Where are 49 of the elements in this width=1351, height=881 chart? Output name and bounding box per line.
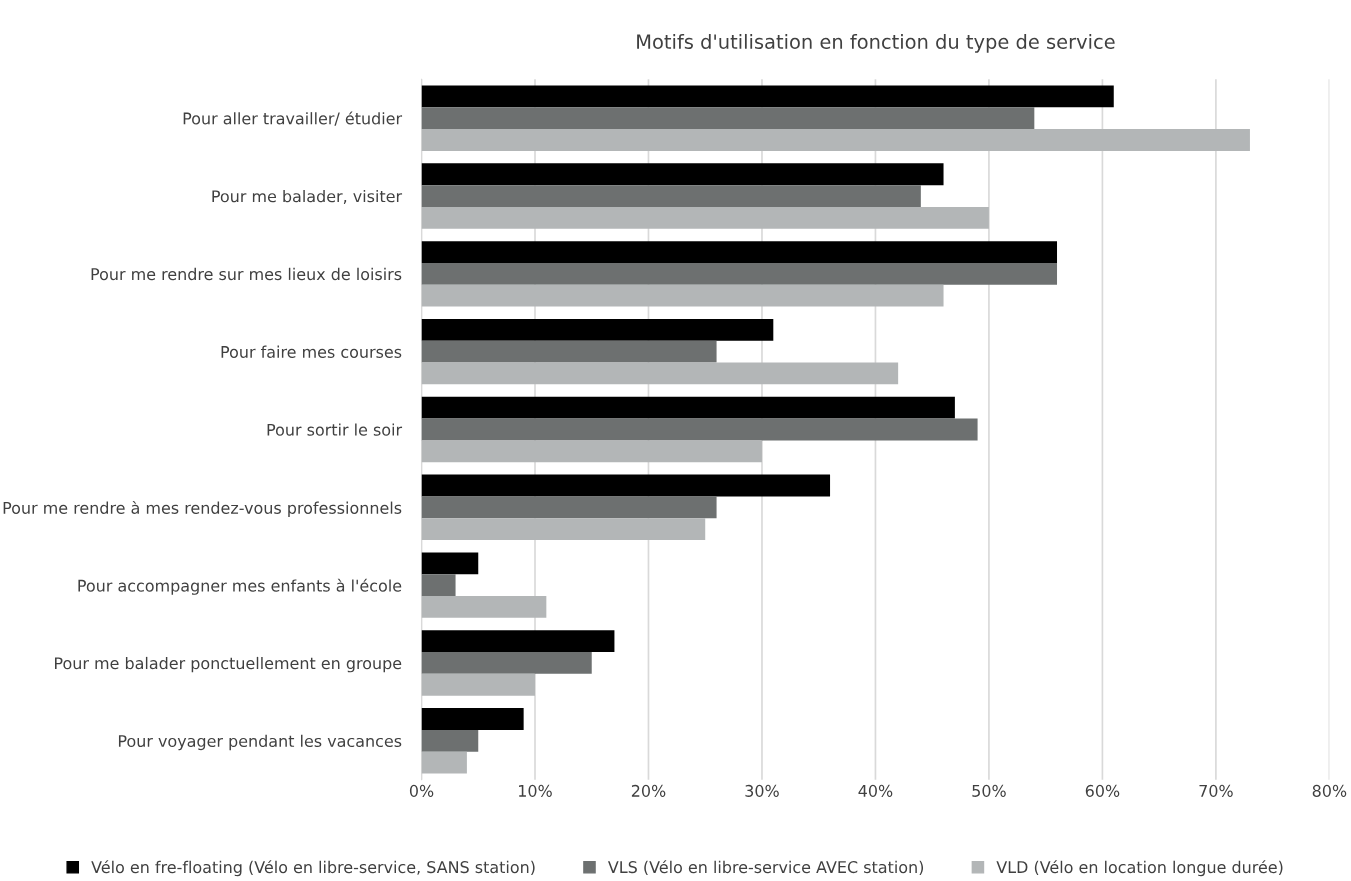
y-tick-label: Pour voyager pendant les vacances	[118, 734, 402, 751]
bar	[421, 630, 615, 653]
bar	[421, 163, 944, 186]
bar	[421, 496, 717, 519]
bar	[421, 340, 717, 363]
y-tick-label: Pour faire mes courses	[221, 345, 402, 358]
x-tick-label: 50%	[972, 784, 1006, 797]
x-tick-label: 60%	[1085, 784, 1120, 797]
legend-label: VLS (Vélo en libre-service AVEC station)	[607, 860, 924, 876]
x-tick-label: 80%	[1312, 784, 1347, 797]
x-tick-label: 70%	[1199, 784, 1233, 797]
y-tick-label: Pour me rendre à mes rendez-vous professionnels	[3, 500, 402, 518]
y-tick-label: Pour sortir le soir	[267, 423, 403, 436]
legend-label: Vélo en fre-floating (Vélo en libre-service, SANS station)	[91, 860, 535, 877]
y-tick-label: Pour accompagner mes enfants à l'école	[78, 578, 402, 595]
y-tick-label: Pour me rendre sur mes lieux de loisirs	[91, 267, 402, 281]
bar	[421, 185, 921, 207]
bar	[421, 673, 535, 696]
bar	[421, 596, 547, 618]
bar	[421, 574, 456, 597]
y-tick-label: Pour aller travailler/ étudier	[183, 111, 403, 126]
bar	[421, 318, 774, 341]
chart-title: Motifs d'utilisation en fonction du type de service	[637, 33, 1115, 53]
bar	[421, 396, 955, 419]
bar	[421, 129, 1250, 151]
bar	[421, 552, 479, 575]
bar	[421, 474, 831, 497]
x-tick-label: 10%	[519, 784, 552, 797]
y-tick-label: Pour me balader, visiter	[212, 189, 403, 204]
bar	[421, 241, 1058, 263]
bar	[421, 262, 1058, 285]
bar	[421, 206, 989, 229]
bar	[421, 284, 944, 307]
bar	[421, 440, 762, 463]
legend-label: VLD (Vélo en location longue durée)	[996, 860, 1283, 877]
bar	[421, 362, 899, 385]
bar	[421, 708, 524, 730]
bar	[421, 85, 1114, 108]
bar	[421, 751, 467, 774]
y-tick-label: Pour me balader ponctuellement en groupe	[55, 656, 402, 673]
bar	[421, 518, 706, 540]
bar	[421, 652, 592, 674]
bar	[421, 418, 978, 441]
x-tick-label: 40%	[858, 784, 893, 797]
bar	[421, 107, 1035, 130]
x-tick-label: 0%	[409, 784, 434, 797]
bar	[421, 729, 479, 752]
x-tick-label: 20%	[631, 784, 666, 797]
x-tick-label: 30%	[745, 784, 779, 797]
